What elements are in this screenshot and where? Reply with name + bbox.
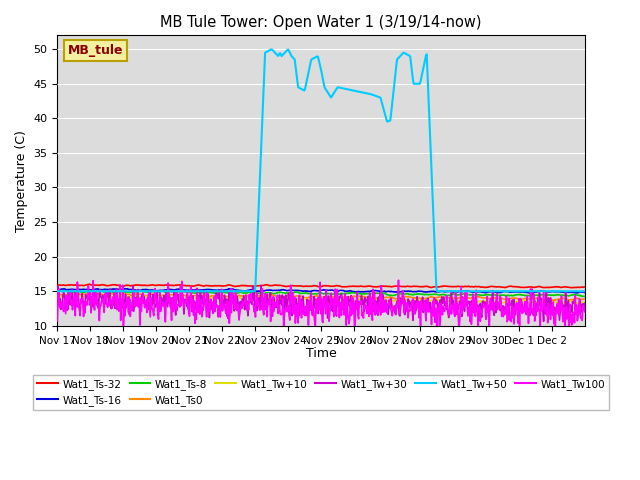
Legend: Wat1_Ts-32, Wat1_Ts-16, Wat1_Ts-8, Wat1_Ts0, Wat1_Tw+10, Wat1_Tw+30, Wat1_Tw+50,: Wat1_Ts-32, Wat1_Ts-16, Wat1_Ts-8, Wat1_… xyxy=(33,374,609,410)
Text: MB_tule: MB_tule xyxy=(68,44,124,57)
X-axis label: Time: Time xyxy=(306,347,337,360)
Title: MB Tule Tower: Open Water 1 (3/19/14-now): MB Tule Tower: Open Water 1 (3/19/14-now… xyxy=(161,15,482,30)
Y-axis label: Temperature (C): Temperature (C) xyxy=(15,130,28,231)
